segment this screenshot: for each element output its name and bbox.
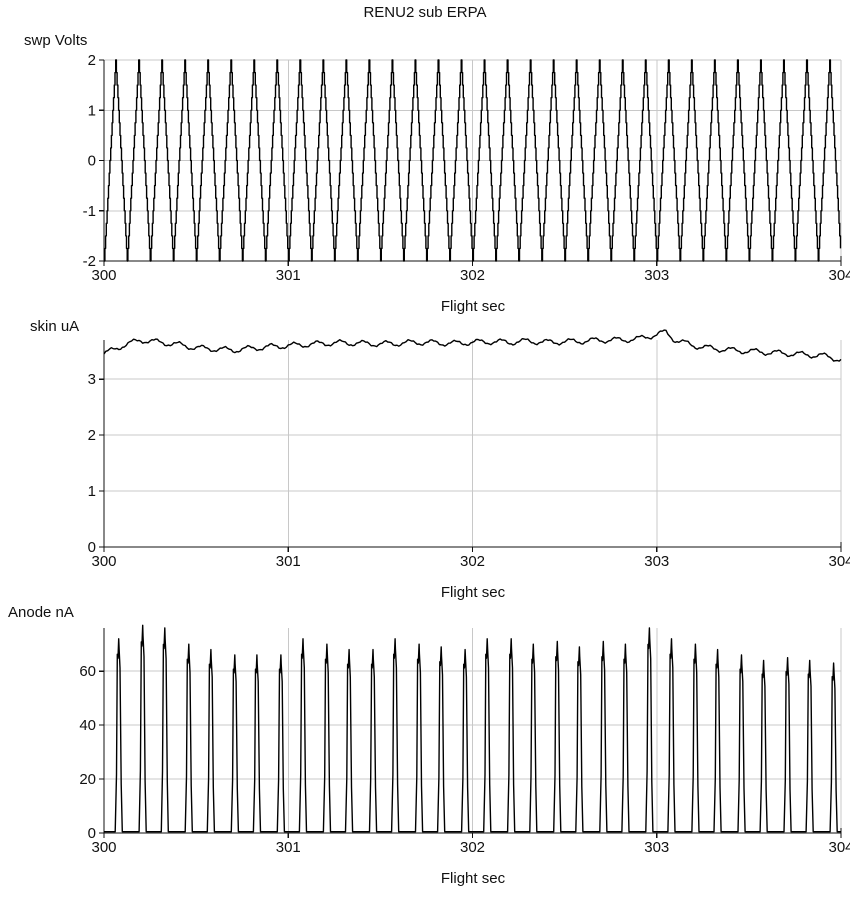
sweep-series bbox=[104, 59, 842, 262]
anode-xtick-label-302: 302 bbox=[460, 839, 485, 856]
skin-xtick-label-300: 300 bbox=[91, 553, 116, 570]
sweep-xtick-label-303: 303 bbox=[644, 267, 669, 284]
sweep-panel: swp Volts Flight sec 300 301 302 303 304 -2 -1… bbox=[24, 32, 850, 315]
sweep-ytick-label--1: -1 bbox=[83, 203, 96, 220]
skin-xtick-label-301: 301 bbox=[276, 553, 301, 570]
sweep-xtick-label-304: 304 bbox=[828, 267, 850, 284]
skin-series bbox=[103, 329, 842, 362]
sweep-xtick-label-302: 302 bbox=[460, 267, 485, 284]
skin-gridlines bbox=[104, 340, 842, 547]
sweep-series-line bbox=[104, 59, 842, 262]
skin-ticks: 300 301 302 303 304 0 1 2 3 bbox=[88, 371, 850, 570]
skin-xlabel: Flight sec bbox=[441, 584, 506, 601]
skin-ytick-label-1: 1 bbox=[88, 483, 96, 500]
skin-ytick-label-3: 3 bbox=[88, 371, 96, 388]
anode-ticks: 300 301 302 303 304 0 20 40 60 bbox=[79, 663, 850, 856]
anode-ylabel: Anode nA bbox=[8, 604, 74, 621]
sweep-ytick-label-0: 0 bbox=[88, 153, 96, 170]
skin-ytick-label-0: 0 bbox=[88, 539, 96, 556]
sweep-xtick-label-300: 300 bbox=[91, 267, 116, 284]
anode-xtick-label-301: 301 bbox=[276, 839, 301, 856]
skin-xtick-label-304: 304 bbox=[828, 553, 850, 570]
figure-title: RENU2 sub ERPA bbox=[363, 4, 486, 21]
skin-series-line bbox=[103, 329, 842, 362]
skin-axes bbox=[103, 340, 842, 552]
sweep-ticks: 300 301 302 303 304 -2 -1 0 1 2 bbox=[83, 52, 850, 284]
anode-xtick-label-303: 303 bbox=[644, 839, 669, 856]
sweep-ylabel: swp Volts bbox=[24, 32, 87, 49]
anode-panel: Anode nA Flight sec 300 301 302 303 304 0 20 40… bbox=[8, 604, 850, 887]
skin-ylabel: skin uA bbox=[30, 318, 79, 335]
anode-xtick-label-300: 300 bbox=[91, 839, 116, 856]
skin-ytick-label-2: 2 bbox=[88, 427, 96, 444]
sweep-gridlines bbox=[104, 59, 842, 261]
sweep-ytick-label-2: 2 bbox=[88, 52, 96, 69]
skin-xtick-label-302: 302 bbox=[460, 553, 485, 570]
sweep-ytick-label-1: 1 bbox=[88, 102, 96, 119]
anode-series-line bbox=[104, 624, 841, 833]
sweep-xtick-label-301: 301 bbox=[276, 267, 301, 284]
anode-xlabel: Flight sec bbox=[441, 870, 506, 887]
anode-gridlines bbox=[104, 628, 842, 833]
anode-axes bbox=[103, 628, 842, 838]
sweep-xlabel: Flight sec bbox=[441, 298, 506, 315]
anode-ytick-label-60: 60 bbox=[79, 663, 96, 680]
skin-panel: skin uA Flight sec 300 301 302 303 304 0 1 2 3 bbox=[30, 318, 850, 601]
anode-ytick-label-0: 0 bbox=[88, 825, 96, 842]
anode-xtick-label-304: 304 bbox=[828, 839, 850, 856]
sweep-ytick-label--2: -2 bbox=[83, 253, 96, 270]
anode-ytick-label-40: 40 bbox=[79, 717, 96, 734]
anode-series bbox=[104, 624, 841, 833]
anode-ytick-label-20: 20 bbox=[79, 771, 96, 788]
skin-xtick-label-303: 303 bbox=[644, 553, 669, 570]
